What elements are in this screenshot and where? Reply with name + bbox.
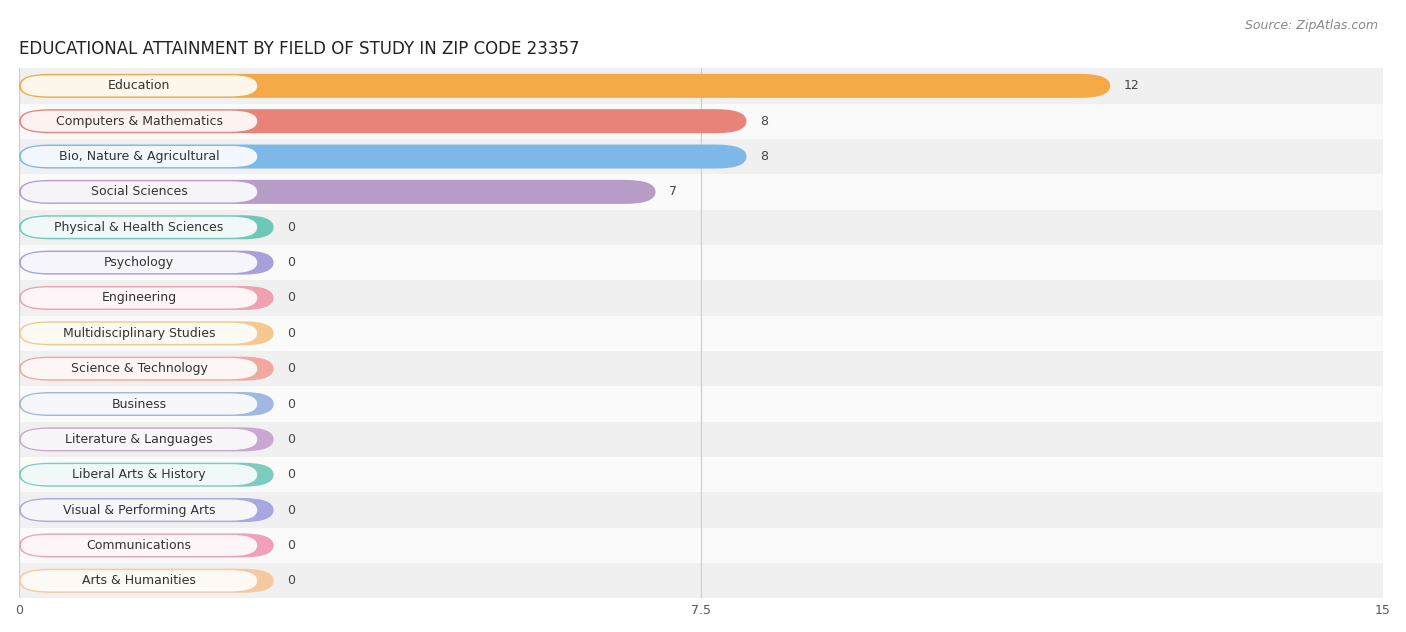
Text: 0: 0 [287, 362, 295, 375]
Text: Business: Business [111, 398, 166, 411]
FancyBboxPatch shape [20, 427, 274, 451]
FancyBboxPatch shape [20, 498, 274, 522]
FancyBboxPatch shape [21, 464, 257, 485]
Bar [20, 174, 1384, 210]
Text: 8: 8 [761, 114, 768, 128]
Text: 0: 0 [287, 433, 295, 446]
FancyBboxPatch shape [21, 570, 257, 592]
Text: 0: 0 [287, 504, 295, 516]
FancyBboxPatch shape [20, 250, 274, 275]
Text: Arts & Humanities: Arts & Humanities [82, 574, 195, 587]
FancyBboxPatch shape [21, 217, 257, 238]
Text: 0: 0 [287, 398, 295, 411]
FancyBboxPatch shape [20, 74, 1111, 98]
FancyBboxPatch shape [21, 252, 257, 273]
Bar [20, 139, 1384, 174]
Bar [20, 528, 1384, 563]
Bar [20, 351, 1384, 386]
Bar [20, 457, 1384, 492]
Text: 0: 0 [287, 256, 295, 269]
Text: Liberal Arts & History: Liberal Arts & History [72, 468, 205, 481]
Text: Education: Education [108, 80, 170, 92]
FancyBboxPatch shape [21, 358, 257, 379]
Bar [20, 315, 1384, 351]
Text: Computers & Mathematics: Computers & Mathematics [56, 114, 222, 128]
Bar [20, 68, 1384, 104]
FancyBboxPatch shape [21, 428, 257, 450]
Text: Multidisciplinary Studies: Multidisciplinary Studies [63, 327, 215, 340]
FancyBboxPatch shape [21, 394, 257, 415]
Bar [20, 386, 1384, 422]
Text: 0: 0 [287, 221, 295, 234]
FancyBboxPatch shape [20, 180, 655, 204]
FancyBboxPatch shape [20, 145, 747, 169]
FancyBboxPatch shape [21, 499, 257, 521]
FancyBboxPatch shape [20, 569, 274, 593]
FancyBboxPatch shape [20, 533, 274, 557]
FancyBboxPatch shape [20, 216, 274, 240]
FancyBboxPatch shape [20, 286, 274, 310]
Text: 0: 0 [287, 574, 295, 587]
Text: 0: 0 [287, 291, 295, 305]
FancyBboxPatch shape [21, 323, 257, 344]
Text: Literature & Languages: Literature & Languages [65, 433, 212, 446]
Text: Science & Technology: Science & Technology [70, 362, 208, 375]
Text: EDUCATIONAL ATTAINMENT BY FIELD OF STUDY IN ZIP CODE 23357: EDUCATIONAL ATTAINMENT BY FIELD OF STUDY… [20, 40, 579, 58]
Bar [20, 563, 1384, 599]
Bar [20, 104, 1384, 139]
FancyBboxPatch shape [21, 535, 257, 556]
FancyBboxPatch shape [20, 356, 274, 380]
Text: 0: 0 [287, 327, 295, 340]
Text: Communications: Communications [87, 539, 191, 552]
FancyBboxPatch shape [21, 75, 257, 97]
Text: Social Sciences: Social Sciences [90, 185, 187, 198]
FancyBboxPatch shape [20, 392, 274, 416]
Bar [20, 210, 1384, 245]
Bar [20, 422, 1384, 457]
FancyBboxPatch shape [21, 146, 257, 167]
Text: Physical & Health Sciences: Physical & Health Sciences [55, 221, 224, 234]
Text: Visual & Performing Arts: Visual & Performing Arts [63, 504, 215, 516]
Text: 0: 0 [287, 468, 295, 481]
Text: 12: 12 [1123, 80, 1140, 92]
FancyBboxPatch shape [21, 288, 257, 308]
Bar [20, 492, 1384, 528]
FancyBboxPatch shape [21, 181, 257, 202]
Bar [20, 280, 1384, 315]
Text: Psychology: Psychology [104, 256, 174, 269]
Text: Bio, Nature & Agricultural: Bio, Nature & Agricultural [59, 150, 219, 163]
Bar [20, 245, 1384, 280]
Text: 8: 8 [761, 150, 768, 163]
FancyBboxPatch shape [20, 321, 274, 345]
FancyBboxPatch shape [21, 111, 257, 132]
Text: Source: ZipAtlas.com: Source: ZipAtlas.com [1244, 19, 1378, 32]
FancyBboxPatch shape [20, 109, 747, 133]
FancyBboxPatch shape [20, 463, 274, 487]
Text: Engineering: Engineering [101, 291, 177, 305]
Text: 0: 0 [287, 539, 295, 552]
Text: 7: 7 [669, 185, 678, 198]
